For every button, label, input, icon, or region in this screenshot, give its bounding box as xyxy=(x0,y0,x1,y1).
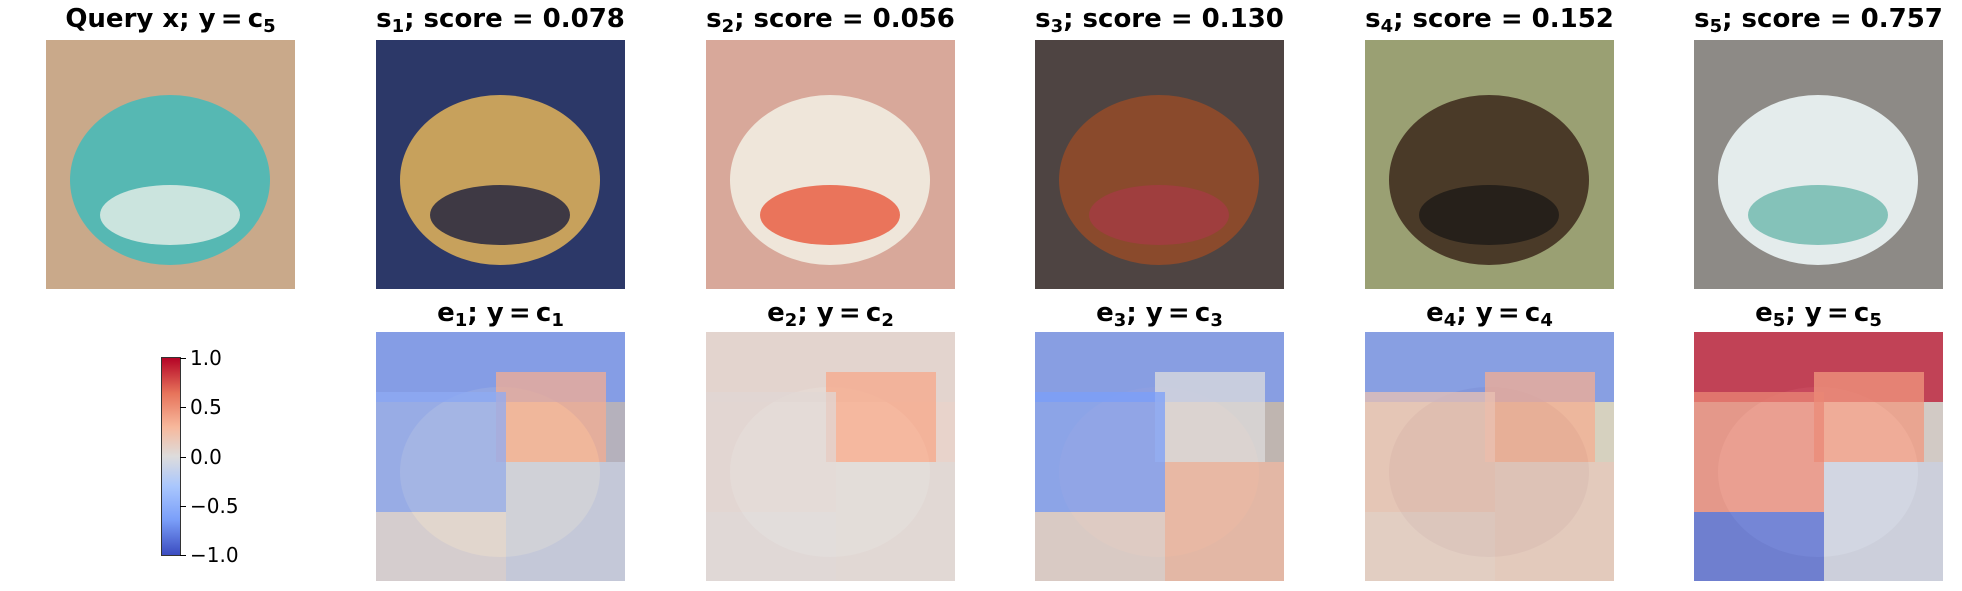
colorbar-tick-label: −1.0 xyxy=(190,543,239,567)
title-e1-part: ; y = c xyxy=(467,298,552,328)
title-e2-part: ; y = c xyxy=(797,298,882,328)
title-s1: s1; score = 0.078 xyxy=(376,4,625,42)
photo-detail xyxy=(1748,185,1888,245)
attribution-region xyxy=(506,462,625,581)
colorbar-tick xyxy=(180,456,186,458)
image-s5 xyxy=(1694,40,1943,289)
title-e2-part: 2 xyxy=(881,310,894,331)
title-s5-part: ; score = 0.757 xyxy=(1722,4,1943,34)
title-e5-part: 5 xyxy=(1869,310,1882,331)
title-e1-part: 1 xyxy=(551,310,564,331)
title-s2: s2; score = 0.056 xyxy=(706,4,955,42)
title-s3-part: ; score = 0.130 xyxy=(1063,4,1284,34)
attribution-region xyxy=(1824,462,1943,581)
colorbar xyxy=(161,357,181,556)
attribution-region xyxy=(1485,372,1595,462)
heatmap-e3 xyxy=(1035,332,1284,581)
colorbar-tick-label: 0.0 xyxy=(190,444,222,469)
title-s2-part: s xyxy=(706,4,722,34)
attribution-region xyxy=(706,392,836,512)
title-s2-part: ; score = 0.056 xyxy=(734,4,955,34)
title-e5: e5; y = c5 xyxy=(1755,298,1882,336)
title-s4: s4; score = 0.152 xyxy=(1365,4,1614,42)
attribution-region xyxy=(496,372,606,462)
attribution-region xyxy=(1035,392,1165,512)
heatmap-e5 xyxy=(1694,332,1943,581)
title-e3: e3; y = c3 xyxy=(1096,298,1223,336)
title-s4-part: s xyxy=(1365,4,1381,34)
attribution-region xyxy=(1035,512,1165,581)
title-e1: e1; y = c1 xyxy=(437,298,564,336)
heatmap-e2 xyxy=(706,332,955,581)
title-s2-part: 2 xyxy=(721,16,735,37)
attribution-region xyxy=(706,512,836,581)
image-s1 xyxy=(376,40,625,289)
photo-detail xyxy=(100,185,240,245)
heatmap-e1 xyxy=(376,332,625,581)
attribution-region xyxy=(1694,512,1824,581)
attribution-region xyxy=(1495,462,1614,581)
title-e2: e2; y = c2 xyxy=(767,298,894,336)
attribution-region xyxy=(1814,372,1924,462)
image-s3 xyxy=(1035,40,1284,289)
title-s1-part: s xyxy=(376,4,392,34)
title-query-part: Query x; y = c xyxy=(65,4,264,34)
photo-detail xyxy=(760,185,900,245)
title-e4-part: e xyxy=(1426,298,1444,328)
title-query: Query x; y = c5 xyxy=(65,4,275,42)
title-s5-part: 5 xyxy=(1709,16,1723,37)
title-e3-part: 3 xyxy=(1210,310,1223,331)
attribution-region xyxy=(1165,462,1284,581)
colorbar-tick xyxy=(180,407,186,409)
title-e3-part: e xyxy=(1096,298,1114,328)
image-s2 xyxy=(706,40,955,289)
title-s3-part: s xyxy=(1035,4,1051,34)
colorbar-tick-label: 0.5 xyxy=(190,395,222,420)
title-e4-part: 4 xyxy=(1540,310,1553,331)
attribution-region xyxy=(376,512,506,581)
attribution-region xyxy=(376,392,506,512)
title-s5: s5; score = 0.757 xyxy=(1694,4,1943,42)
title-s1-part: 1 xyxy=(391,16,405,37)
colorbar-tick xyxy=(180,505,186,507)
attribution-region xyxy=(826,372,936,462)
title-s3-part: 3 xyxy=(1050,16,1064,37)
colorbar-tick-label: −0.5 xyxy=(190,493,239,518)
title-e5-part: e xyxy=(1755,298,1773,328)
title-e4-part: 4 xyxy=(1443,310,1457,331)
title-s1-part: ; score = 0.078 xyxy=(404,4,625,34)
title-e4-part: ; y = c xyxy=(1456,298,1541,328)
title-e2-part: 2 xyxy=(784,310,798,331)
title-e3-part: 3 xyxy=(1113,310,1127,331)
title-e2-part: e xyxy=(767,298,785,328)
attribution-region xyxy=(1365,512,1495,581)
colorbar-tick xyxy=(180,555,186,556)
title-s4-part: ; score = 0.152 xyxy=(1393,4,1614,34)
title-e4: e4; y = c4 xyxy=(1426,298,1553,336)
photo-detail xyxy=(1419,185,1559,245)
colorbar-tick-label: 1.0 xyxy=(190,346,222,370)
image-query xyxy=(46,40,295,289)
photo-detail xyxy=(430,185,570,245)
title-e1-part: 1 xyxy=(454,310,468,331)
photo-detail xyxy=(1089,185,1229,245)
title-e1-part: e xyxy=(437,298,455,328)
attribution-region xyxy=(1694,392,1824,512)
attribution-region xyxy=(1155,372,1265,462)
title-query-part: 5 xyxy=(263,16,276,37)
heatmap-e4 xyxy=(1365,332,1614,581)
colorbar-tick xyxy=(180,358,186,359)
title-s5-part: s xyxy=(1694,4,1710,34)
title-s4-part: 4 xyxy=(1380,16,1394,37)
attribution-region xyxy=(1365,392,1495,512)
attribution-region xyxy=(836,462,955,581)
title-e5-part: ; y = c xyxy=(1785,298,1870,328)
title-e5-part: 5 xyxy=(1772,310,1786,331)
title-s3: s3; score = 0.130 xyxy=(1035,4,1284,42)
title-e3-part: ; y = c xyxy=(1126,298,1211,328)
image-s4 xyxy=(1365,40,1614,289)
